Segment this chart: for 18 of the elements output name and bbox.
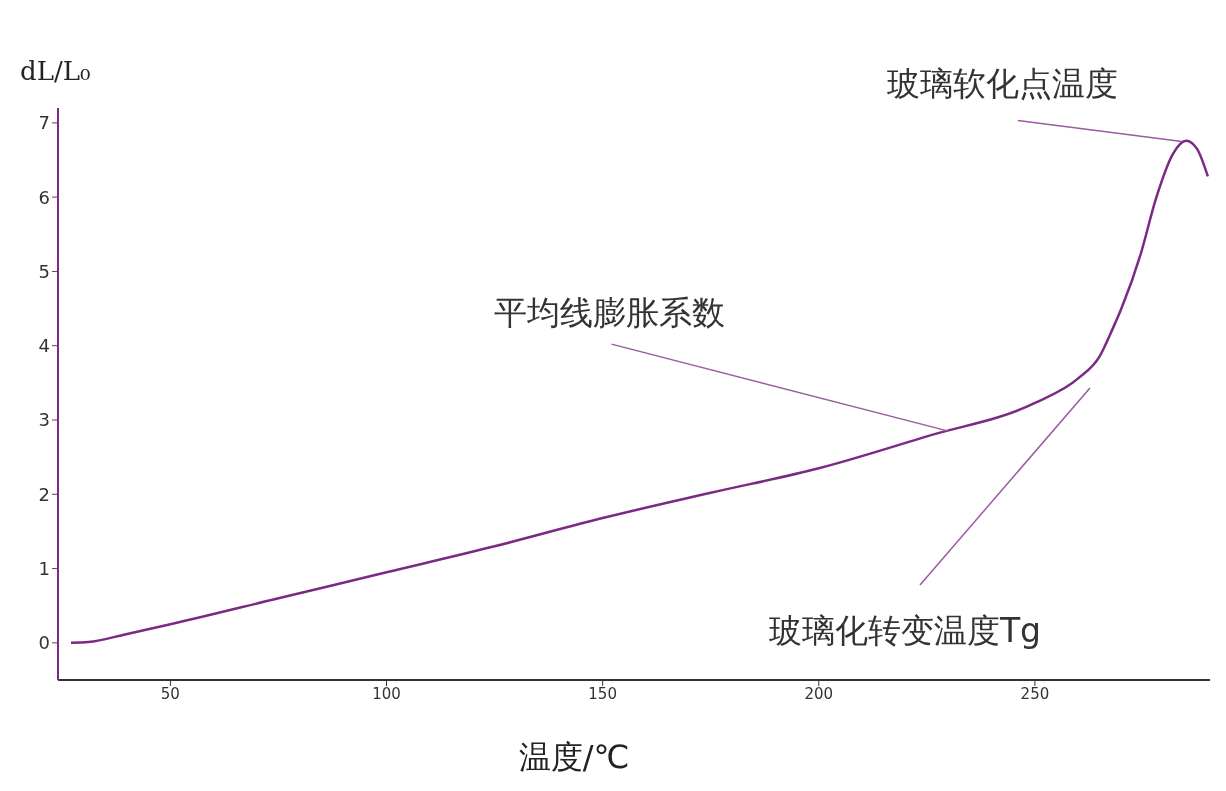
y-tick-label: 5 xyxy=(38,260,50,282)
x-tick-label: 50 xyxy=(160,684,180,703)
annotation: 玻璃化转变温度Tg xyxy=(768,611,1042,650)
y-tick-label: 0 xyxy=(38,632,50,654)
y-tick-label: 6 xyxy=(38,186,50,208)
y-tick-label: 3 xyxy=(38,409,50,431)
x-tick-label: 200 xyxy=(804,684,834,703)
y-tick-label: 7 xyxy=(38,112,50,134)
x-tick-label: 250 xyxy=(1020,684,1050,703)
y-tick-label: 1 xyxy=(38,557,50,579)
x-axis-title: 温度/℃ xyxy=(518,738,630,776)
annotation: 玻璃软化点温度 xyxy=(887,64,1119,104)
y-axis-title: dL/L₀ xyxy=(20,56,91,86)
y-tick-label: 2 xyxy=(38,483,50,505)
annotation: 平均线膨胀系数 xyxy=(493,293,725,333)
x-tick-label: 150 xyxy=(588,684,617,703)
y-tick-label: 4 xyxy=(38,335,50,357)
x-tick-label: 100 xyxy=(372,684,401,703)
